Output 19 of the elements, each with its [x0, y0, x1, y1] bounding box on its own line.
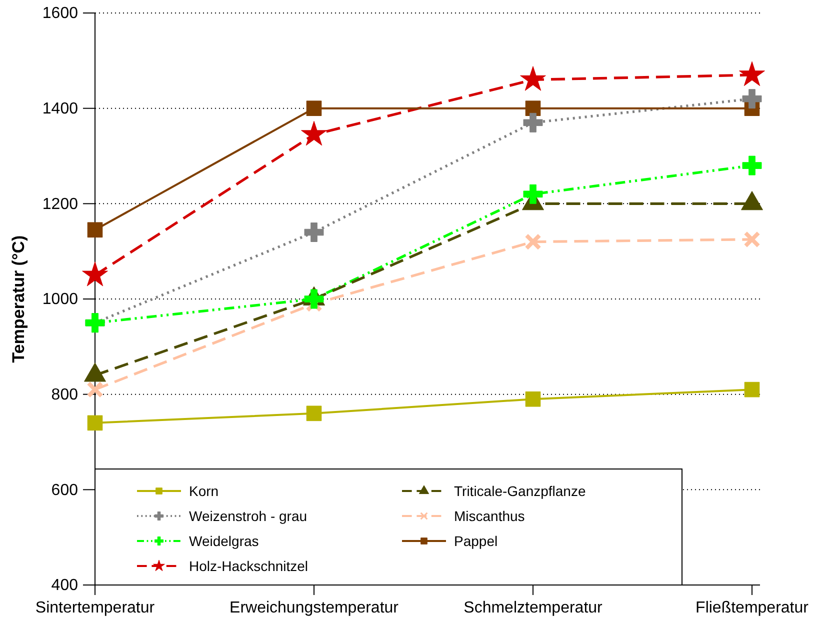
x-tick-label: Fließtemperatur	[696, 599, 810, 616]
legend-label: Miscanthus	[454, 508, 525, 524]
y-tick-label: 800	[51, 386, 78, 404]
legend-label: Weizenstroh - grau	[189, 508, 308, 524]
y-tick-label: 1200	[42, 196, 78, 213]
y-axis-title: Temperatur (°C)	[9, 235, 28, 363]
legend-label: Pappel	[454, 533, 498, 549]
x-tick-label: Erweichungstemperatur	[230, 599, 400, 616]
y-tick-label: 1400	[42, 100, 78, 118]
x-tick-label: Schmelztemperatur	[464, 599, 604, 616]
y-tick-label: 1000	[42, 291, 78, 308]
y-tick-label: 600	[51, 482, 78, 499]
legend-label: Holz-Hackschnitzel	[189, 558, 308, 574]
x-tick-label: Sintertemperatur	[35, 599, 156, 616]
y-tick-label: 400	[51, 577, 78, 594]
legend-label: Korn	[189, 483, 219, 499]
y-tick-label: 1600	[42, 5, 78, 22]
legend-label: Weidelgras	[189, 533, 259, 549]
legend-label: Triticale-Ganzpflanze	[454, 483, 586, 499]
